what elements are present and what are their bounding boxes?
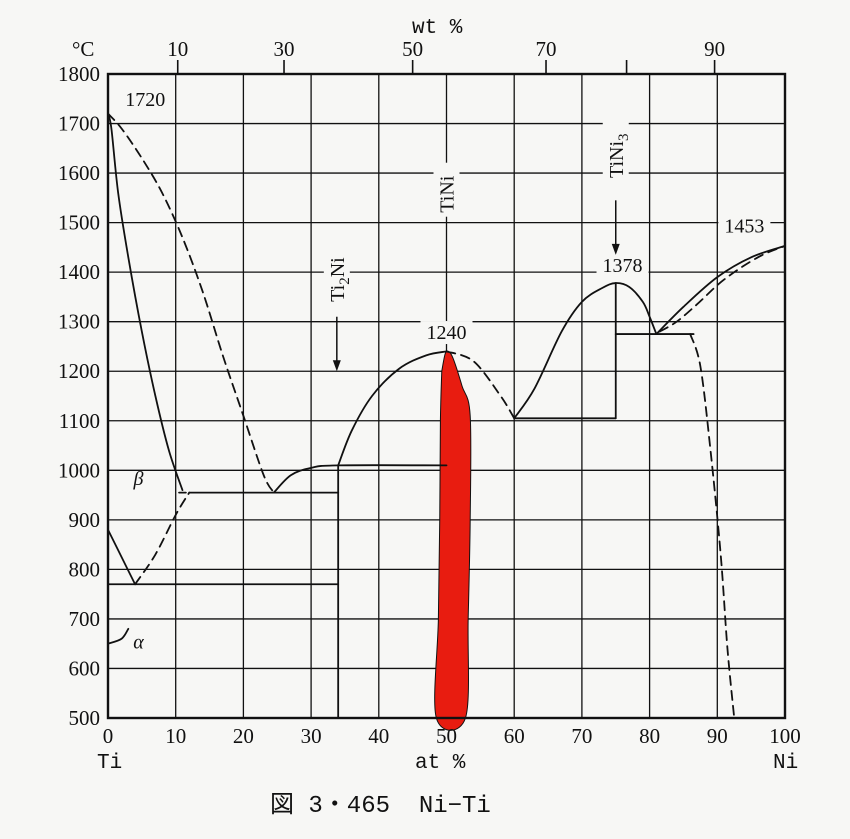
temp-label-bg — [420, 321, 473, 345]
boundary-curve-solid — [272, 464, 448, 494]
top-tick-label: 90 — [704, 37, 725, 61]
y-tick-label: 1200 — [58, 359, 100, 383]
temperature-label: 1453 — [724, 216, 764, 238]
boundary-curve-dashed — [658, 244, 786, 333]
boundary-curve-solid — [337, 350, 448, 467]
compound-label: TiNi — [433, 162, 460, 217]
y-tick-label: 700 — [69, 607, 101, 631]
x-tick-label: 40 — [368, 724, 389, 748]
compound-name: TiNi — [437, 175, 459, 213]
y-tick-label: 1300 — [58, 310, 100, 334]
x-tick-label: 90 — [707, 724, 728, 748]
temperature-label: 1240 — [427, 322, 467, 344]
temp-label-bg — [596, 254, 649, 278]
phase-label: α — [133, 632, 144, 654]
compound-arrow-head — [332, 360, 341, 372]
boundary-curve-solid — [107, 528, 136, 586]
top-tick-label: 50 — [402, 37, 423, 61]
y-tick-label: 600 — [69, 656, 101, 680]
y-tick-label: 1800 — [58, 62, 100, 86]
temperature-label: 1378 — [603, 255, 643, 277]
x-tick-label: 30 — [301, 724, 322, 748]
y-tick-label: 1100 — [59, 409, 100, 433]
y-tick-label: 1600 — [58, 161, 100, 185]
x-tick-label: 0 — [103, 724, 114, 748]
y-tick-label: 1700 — [58, 112, 100, 136]
boundary-curve-dashed — [445, 350, 516, 420]
right-element-label: Ni — [773, 752, 798, 775]
phase-label: β — [132, 468, 143, 490]
top-axis-unit: wt % — [412, 17, 463, 40]
region-tini — [434, 350, 472, 731]
axes: 0 10 20 30 40 50 60 70 80 90 100 500 600 700 800 900 100… — [58, 37, 801, 748]
x-tick-label: 50 — [436, 724, 457, 748]
phase-boundaries — [107, 112, 786, 719]
plot-frame — [106, 72, 787, 720]
phase-regions — [434, 350, 472, 731]
y-tick-label: 1400 — [58, 260, 100, 284]
figure-caption: 図 3・465 Ni−Ti — [270, 793, 491, 820]
temp-label-bg — [119, 88, 172, 112]
boundary-curve-solid — [107, 112, 184, 492]
y-tick-label: 900 — [69, 508, 101, 532]
boundary-curve-solid — [513, 282, 658, 420]
x-tick-label: 100 — [769, 724, 801, 748]
boundary-curve-dashed — [107, 112, 275, 494]
y-tick-label: 500 — [69, 706, 101, 730]
annotations: β α 1720 1240 1378 1453 Ti2Ni TiNi TiNi3 — [119, 88, 771, 654]
compound-label: TiNi3 — [602, 119, 632, 183]
boundary-curve-solid — [655, 244, 786, 335]
compound-label-bg — [602, 119, 629, 183]
top-tick-label: 10 — [167, 37, 188, 61]
temp-label-bg — [718, 214, 771, 238]
compound-name: TiNi3 — [606, 133, 632, 178]
compound-arrow-head — [611, 243, 620, 255]
temperature-label: 1720 — [125, 89, 165, 111]
y-tick-label: 1500 — [58, 211, 100, 235]
x-tick-label: 20 — [233, 724, 254, 748]
compound-label-bg — [323, 243, 350, 306]
boundary-curve-dashed — [134, 491, 191, 586]
top-tick-label: 70 — [536, 37, 557, 61]
x-tick-label: 80 — [639, 724, 660, 748]
left-element-label: Ti — [97, 752, 122, 775]
y-unit-label: °C — [72, 37, 94, 61]
boundary-curve-solid — [107, 627, 130, 645]
top-tick-label: 30 — [274, 37, 295, 61]
boundary-curve-dashed — [689, 333, 736, 719]
y-tick-label: 800 — [69, 557, 101, 581]
bottom-axis-unit: at % — [415, 752, 466, 775]
x-tick-label: 60 — [504, 724, 525, 748]
x-tick-label: 10 — [165, 724, 186, 748]
y-tick-label: 1000 — [58, 458, 100, 482]
compound-label-bg — [433, 162, 460, 217]
compound-name: Ti2Ni — [327, 257, 353, 302]
compound-label: Ti2Ni — [323, 243, 353, 306]
x-tick-label: 70 — [571, 724, 592, 748]
